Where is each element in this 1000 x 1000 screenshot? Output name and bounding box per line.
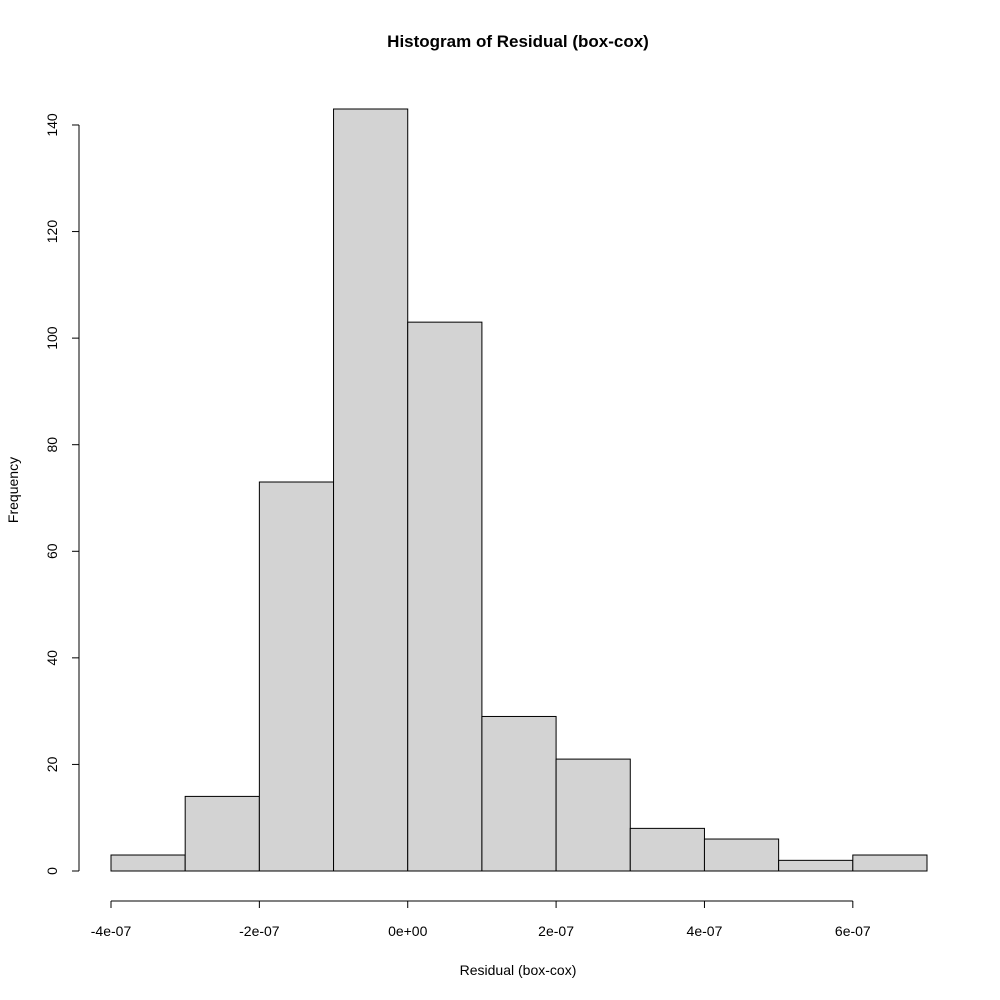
y-tick-label: 140 (44, 113, 60, 137)
x-tick-label: 4e-07 (687, 923, 723, 939)
y-axis-label: Frequency (5, 457, 21, 523)
histogram-bar (258, 481, 335, 872)
x-tick-label: 0e+00 (388, 923, 428, 939)
x-axis-label: Residual (box-cox) (460, 962, 577, 978)
histogram-bar (184, 795, 260, 872)
x-tick-label: 2e-07 (538, 923, 574, 939)
y-tick-label: 100 (44, 326, 60, 350)
bars-group (110, 108, 928, 872)
histogram-bar (778, 859, 854, 872)
chart-title: Histogram of Residual (box-cox) (387, 32, 649, 51)
y-tick-label: 40 (44, 650, 60, 666)
y-tick-label: 20 (44, 756, 60, 772)
y-tick-label: 0 (44, 867, 60, 875)
histogram-bar (703, 838, 780, 872)
histogram-bar (110, 854, 186, 872)
x-tick-label: -4e-07 (91, 923, 132, 939)
y-tick-label: 120 (44, 220, 60, 244)
histogram-bar (333, 108, 409, 872)
histogram-bar (407, 321, 483, 872)
histogram-bar (481, 715, 557, 872)
x-tick-label: 6e-07 (835, 923, 871, 939)
histogram-bar (555, 758, 631, 872)
x-tick-label: -2e-07 (239, 923, 280, 939)
y-tick-label: 80 (44, 437, 60, 453)
x-axis: -4e-07 -2e-07 0e+00 2e-07 4e-07 6e-07 (91, 900, 871, 939)
y-tick-label: 60 (44, 543, 60, 559)
histogram-bar (852, 854, 928, 872)
y-axis: 0 20 40 60 80 100 120 140 (44, 113, 80, 875)
histogram-bar (629, 827, 705, 872)
